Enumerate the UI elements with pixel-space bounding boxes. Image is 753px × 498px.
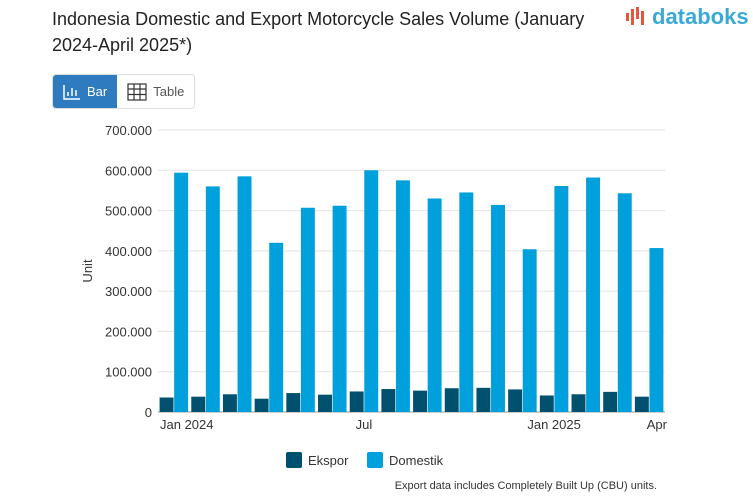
table-view-button[interactable]: Table <box>117 75 195 108</box>
y-tick-label: 100.000 <box>105 365 152 380</box>
databoks-logo: databoks <box>626 4 749 30</box>
bar-chart-icon <box>63 84 80 100</box>
bar-domestik[interactable] <box>459 192 474 412</box>
x-tick-label: Jan 2024 <box>160 417 214 432</box>
bar-ekspor[interactable] <box>539 395 554 412</box>
legend-label-domestik[interactable]: Domestik <box>389 453 444 468</box>
bar-domestik[interactable] <box>300 207 315 412</box>
bar-ekspor[interactable] <box>634 396 649 412</box>
legend-swatch-domestik <box>367 452 383 468</box>
bar-domestik[interactable] <box>586 177 601 412</box>
bar-ekspor[interactable] <box>159 397 174 412</box>
bar-domestik[interactable] <box>269 242 284 412</box>
y-axis-label: Unit <box>80 259 95 283</box>
y-tick-label: 300.000 <box>105 284 152 299</box>
bar-domestik[interactable] <box>174 172 189 412</box>
bar-domestik[interactable] <box>395 180 410 412</box>
bar-ekspor[interactable] <box>476 387 491 412</box>
bar-domestik[interactable] <box>491 204 505 412</box>
y-tick-label: 500.000 <box>105 204 152 219</box>
logo-text: databoks <box>652 4 749 29</box>
bar-domestik[interactable] <box>649 248 664 412</box>
y-tick-label: 400.000 <box>105 244 152 259</box>
bar-ekspor[interactable] <box>191 396 206 412</box>
bar-ekspor[interactable] <box>381 389 396 412</box>
y-tick-label: 700.000 <box>105 123 152 138</box>
bar-domestik[interactable] <box>617 193 632 412</box>
bar-ekspor[interactable] <box>413 390 428 412</box>
bar-ekspor[interactable] <box>508 389 523 412</box>
legend-label-ekspor[interactable]: Ekspor <box>308 453 349 468</box>
bar-ekspor[interactable] <box>286 393 301 412</box>
view-toggle: Bar Table <box>52 74 196 109</box>
bar-label: Bar <box>87 84 108 99</box>
bar-domestik[interactable] <box>332 205 347 412</box>
bar-ekspor[interactable] <box>254 398 269 412</box>
bar-domestik[interactable] <box>237 176 252 412</box>
bar-ekspor[interactable] <box>318 394 332 412</box>
bar-view-button[interactable]: Bar <box>53 75 118 108</box>
footnote: Export data includes Completely Built Up… <box>394 480 657 492</box>
chart-title: Indonesia Domestic and Export Motorcycle… <box>52 9 585 55</box>
bar-domestik[interactable] <box>205 186 220 412</box>
x-tick-label: Jul <box>356 417 373 432</box>
bar-ekspor[interactable] <box>444 388 459 412</box>
bar-domestik[interactable] <box>427 198 442 412</box>
x-tick-label: Jan 2025 <box>527 417 581 432</box>
y-tick-label: 600.000 <box>105 163 152 178</box>
bar-domestik[interactable] <box>364 170 379 412</box>
bar-ekspor[interactable] <box>603 391 618 412</box>
bar-ekspor[interactable] <box>349 391 364 412</box>
bar-domestik[interactable] <box>554 185 569 412</box>
bar-ekspor[interactable] <box>222 394 237 412</box>
legend-swatch-ekspor <box>286 452 302 468</box>
table-icon <box>127 82 147 101</box>
bar-domestik[interactable] <box>522 249 537 412</box>
y-tick-label: 0 <box>145 405 152 420</box>
y-tick-label: 200.000 <box>105 324 152 339</box>
x-tick-label: Apr <box>647 417 668 432</box>
logo-icon <box>626 7 644 25</box>
table-label: Table <box>153 84 185 99</box>
bar-ekspor[interactable] <box>571 394 586 412</box>
